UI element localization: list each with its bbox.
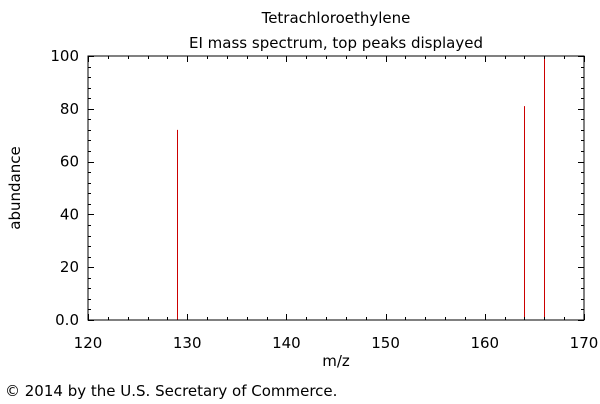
y-tick-label: 60 (60, 153, 79, 171)
x-tick-label: 170 (570, 334, 599, 352)
ticks-layer: 120 130 140 150 160 170 0.0 20 40 60 80 100 (50, 47, 598, 352)
y-tick-label: 100 (50, 47, 79, 65)
x-tick-label: 160 (470, 334, 499, 352)
y-axis-label: abundance (6, 146, 24, 229)
x-axis-label: m/z (322, 352, 350, 370)
copyright-notice: © 2014 by the U.S. Secretary of Commerce… (5, 382, 337, 400)
y-tick-label: 20 (60, 258, 79, 276)
plot-frame (87, 55, 585, 321)
x-tick-label: 120 (74, 334, 103, 352)
peaks-layer (177, 56, 545, 320)
x-tick-label: 130 (173, 334, 202, 352)
chart-title: Tetrachloroethylene (261, 9, 411, 27)
x-tick-label: 150 (371, 334, 400, 352)
y-tick-label: 0.0 (55, 311, 79, 329)
chart-subtitle: EI mass spectrum, top peaks displayed (189, 34, 483, 52)
x-tick-label: 140 (272, 334, 301, 352)
y-tick-label: 80 (60, 100, 79, 118)
y-tick-label: 40 (60, 205, 79, 223)
